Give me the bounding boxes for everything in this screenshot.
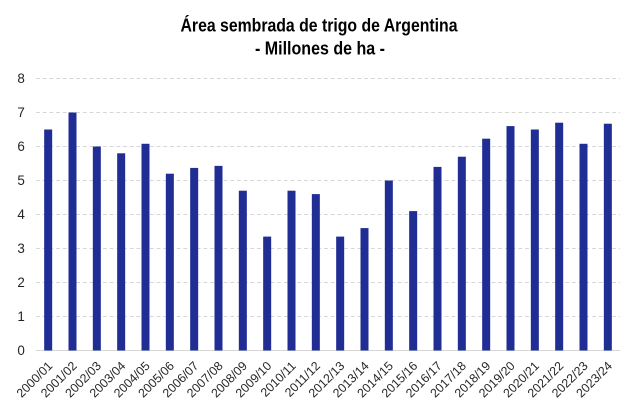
svg-text:2: 2 <box>17 275 24 290</box>
svg-text:8: 8 <box>17 71 24 86</box>
svg-text:- Millones de ha -: - Millones de ha - <box>255 39 385 59</box>
svg-text:7: 7 <box>17 105 24 120</box>
svg-text:6: 6 <box>17 139 24 154</box>
svg-text:3: 3 <box>17 241 24 256</box>
svg-text:Área sembrada de trigo de Arge: Área sembrada de trigo de Argentina <box>181 15 459 36</box>
svg-text:5: 5 <box>17 173 24 188</box>
svg-text:1: 1 <box>17 309 24 324</box>
svg-text:0: 0 <box>17 343 24 358</box>
svg-text:4: 4 <box>17 207 25 222</box>
